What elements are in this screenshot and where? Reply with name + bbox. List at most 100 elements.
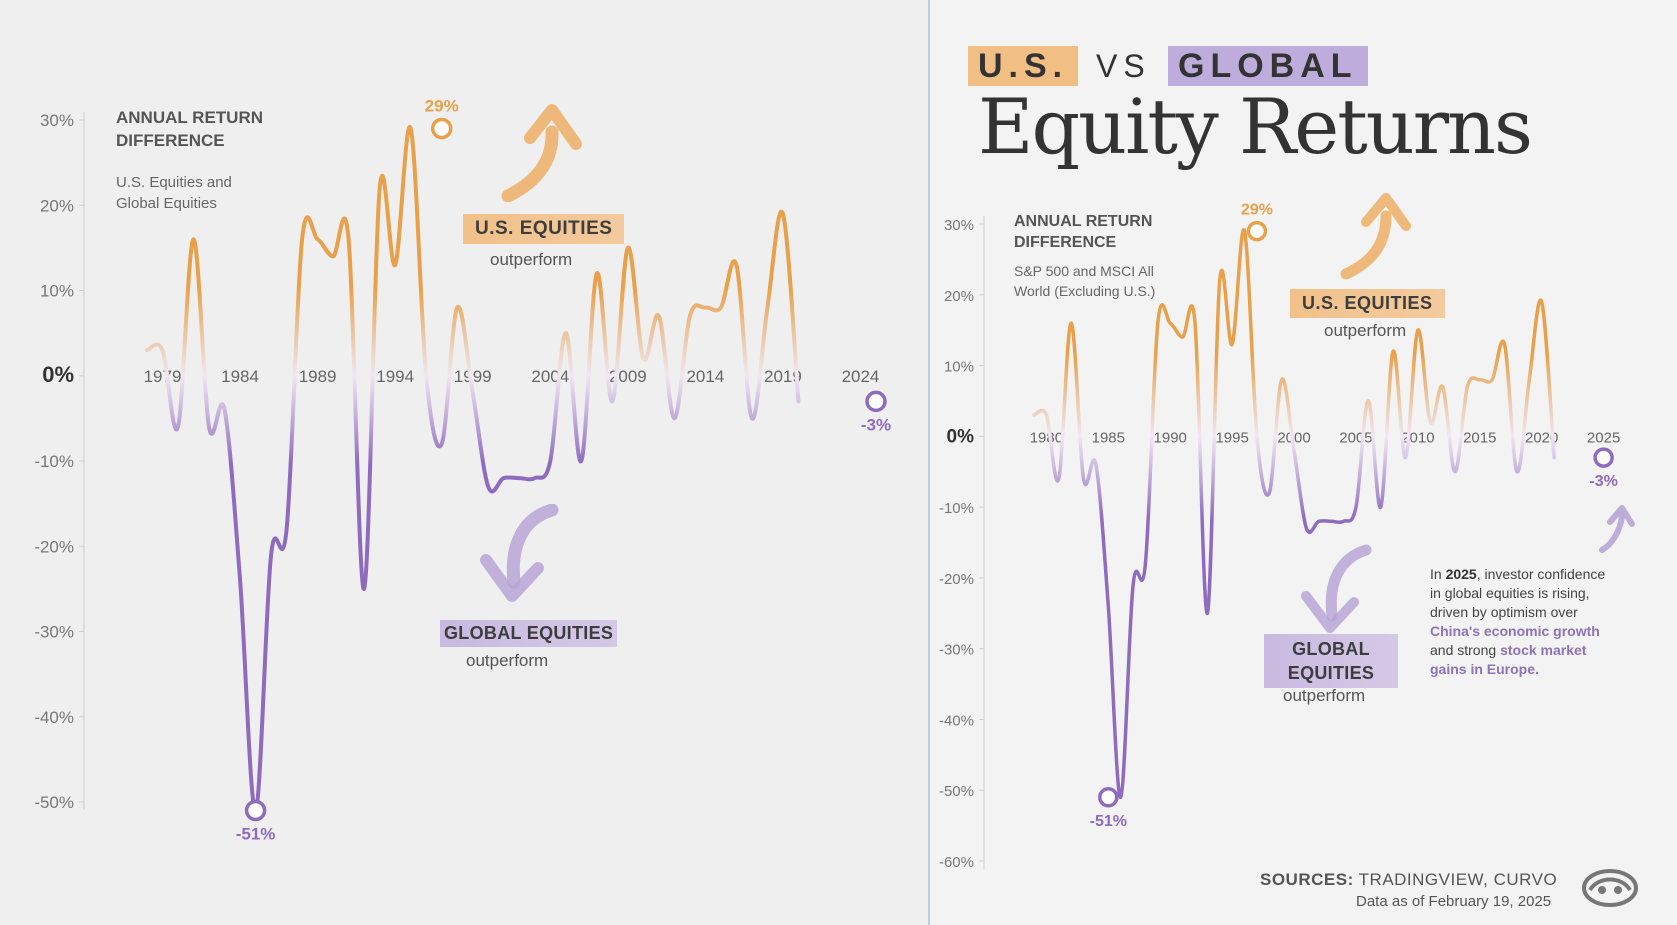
x-tick-label: 2004 xyxy=(531,367,569,386)
right-us-equities-label: U.S. EQUITIES xyxy=(1290,289,1445,318)
annotation-note: In 2025, investor confidence in global e… xyxy=(1430,565,1605,679)
x-tick-label: 2025 xyxy=(1587,429,1620,446)
right-chart-subtitle: S&P 500 and MSCI All World (Excluding U.… xyxy=(1014,261,1155,301)
y-tick-label: -20% xyxy=(939,571,974,588)
annotation-marker xyxy=(1246,220,1268,242)
right-global-equities-label: GLOBAL EQUITIES xyxy=(1264,634,1398,688)
x-tick-label: 1985 xyxy=(1092,429,1125,446)
y-tick-label: -20% xyxy=(34,537,74,556)
x-tick-label: 1994 xyxy=(376,367,414,386)
x-tick-label: 1980 xyxy=(1030,429,1063,446)
note-highlight: China's economic growth xyxy=(1430,623,1600,639)
sources-line: SOURCES: TRADINGVIEW, CURVO xyxy=(1260,870,1557,890)
right-global-line1: GLOBAL xyxy=(1292,639,1370,659)
sources-label: SOURCES: xyxy=(1260,870,1354,889)
annotation-label: -3% xyxy=(861,415,891,434)
down-arrow-icon xyxy=(480,504,559,602)
y-tick-label: 10% xyxy=(40,282,74,301)
y-tick-label: -40% xyxy=(34,708,74,727)
left-chart-subtitle: U.S. Equities and Global Equities xyxy=(116,172,232,214)
annotation-marker xyxy=(1098,787,1119,808)
annotation-marker xyxy=(430,117,453,140)
y-tick-label: -10% xyxy=(34,452,74,471)
header-global: GLOBAL xyxy=(1168,46,1368,86)
x-tick-label: 1979 xyxy=(144,367,182,386)
x-tick-label: 2015 xyxy=(1463,429,1496,446)
x-tick-label: 2005 xyxy=(1339,429,1372,446)
left-us-outperform: outperform xyxy=(490,250,573,269)
x-tick-label: 2020 xyxy=(1525,429,1558,446)
x-tick-label: 2019 xyxy=(764,367,802,386)
y-tick-label: 20% xyxy=(40,196,74,215)
logo-icon xyxy=(1582,869,1638,907)
y-tick-label: -60% xyxy=(939,854,974,871)
small-up-arrow-icon xyxy=(1599,505,1635,553)
note-text: and strong xyxy=(1430,642,1501,658)
annotation-marker xyxy=(244,799,267,822)
left-global-outperform: outperform xyxy=(466,651,549,670)
header-main-title: Equity Returns xyxy=(978,82,1533,171)
right-title-line2: DIFFERENCE xyxy=(1014,234,1117,251)
left-chart-title: ANNUAL RETURN DIFFERENCE xyxy=(116,106,263,152)
note-text: In xyxy=(1430,566,1446,582)
y-tick-label: -50% xyxy=(34,793,74,812)
annotation-label: -3% xyxy=(1589,473,1617,490)
annotation-label: -51% xyxy=(236,825,276,844)
left-title-line1: ANNUAL RETURN xyxy=(116,108,264,127)
left-us-equities-label: U.S. EQUITIES xyxy=(463,214,625,244)
left-global-equities-label: GLOBAL EQUITIES xyxy=(440,620,618,647)
note-text: in global equities is rising, xyxy=(1430,585,1590,601)
panel-divider xyxy=(928,0,930,925)
y-tick-label: -10% xyxy=(939,500,974,517)
right-subtitle-line2: World (Excluding U.S.) xyxy=(1014,283,1156,299)
note-highlight: gains in Europe. xyxy=(1430,661,1539,677)
right-title-line1: ANNUAL RETURN xyxy=(1014,213,1153,230)
series-line xyxy=(1032,228,1556,800)
sources-value: TRADINGVIEW, CURVO xyxy=(1358,870,1558,889)
y-tick-label: 20% xyxy=(944,288,974,305)
annotation-marker xyxy=(865,390,887,413)
y-tick-label: 0% xyxy=(42,362,74,387)
x-tick-label: 2014 xyxy=(686,367,724,386)
y-tick-label: -40% xyxy=(939,712,974,729)
y-tick-label: -50% xyxy=(939,783,974,800)
right-us-outperform: outperform xyxy=(1324,321,1407,340)
header-vs: VS xyxy=(1096,48,1151,84)
x-tick-label: 2000 xyxy=(1277,429,1310,446)
data-as-of: Data as of February 19, 2025 xyxy=(1356,893,1552,910)
y-tick-label: -30% xyxy=(939,642,974,659)
down-arrow-icon xyxy=(1301,544,1372,633)
x-tick-label: 1999 xyxy=(454,367,492,386)
y-tick-label: 30% xyxy=(40,111,74,130)
y-tick-label: 0% xyxy=(947,426,975,447)
up-arrow-icon xyxy=(501,104,582,202)
note-year: 2025 xyxy=(1445,566,1477,582)
x-tick-label: 1989 xyxy=(299,367,337,386)
right-chart-title: ANNUAL RETURN DIFFERENCE xyxy=(1014,211,1152,253)
note-highlight: stock market xyxy=(1500,642,1587,658)
x-tick-label: 1990 xyxy=(1154,429,1187,446)
x-tick-label: 1995 xyxy=(1215,429,1248,446)
note-text: driven by optimism over xyxy=(1430,604,1578,620)
annotation-marker xyxy=(1593,447,1614,468)
left-subtitle-line1: U.S. Equities and xyxy=(116,174,232,191)
y-tick-label: 10% xyxy=(944,359,974,376)
x-tick-label: 1984 xyxy=(221,367,259,386)
left-title-line2: DIFFERENCE xyxy=(116,131,225,150)
up-arrow-icon xyxy=(1340,193,1411,280)
note-text: , investor confidence xyxy=(1476,566,1606,582)
x-tick-label: 2024 xyxy=(842,367,880,386)
right-chart-panel: 30% 20% 10% 0% -10% -20% -30% -40% -50% -60% 1980 1… xyxy=(930,0,1677,925)
left-chart-panel: 30% 20% 10% 0% -10% -20% -30% -40% -50% 1979 1984 1… xyxy=(34,96,892,844)
annotation-label: -51% xyxy=(1090,813,1127,830)
left-chart-svg: 30% 20% 10% 0% -10% -20% -30% -40% -50% 1979 1984 1… xyxy=(34,97,891,844)
left-subtitle-line2: Global Equities xyxy=(116,195,217,212)
y-tick-label: -30% xyxy=(34,623,74,642)
right-chart-svg: 30% 20% 10% 0% -10% -20% -30% -40% -50% -60% 1980 1… xyxy=(939,202,1620,871)
right-global-outperform: outperform xyxy=(1283,686,1366,705)
y-tick-label: 30% xyxy=(944,217,974,234)
header-us: U.S. xyxy=(968,46,1079,86)
right-global-line2: EQUITIES xyxy=(1287,663,1375,683)
annotation-label: 29% xyxy=(425,97,459,116)
right-subtitle-line1: S&P 500 and MSCI All xyxy=(1014,263,1154,279)
